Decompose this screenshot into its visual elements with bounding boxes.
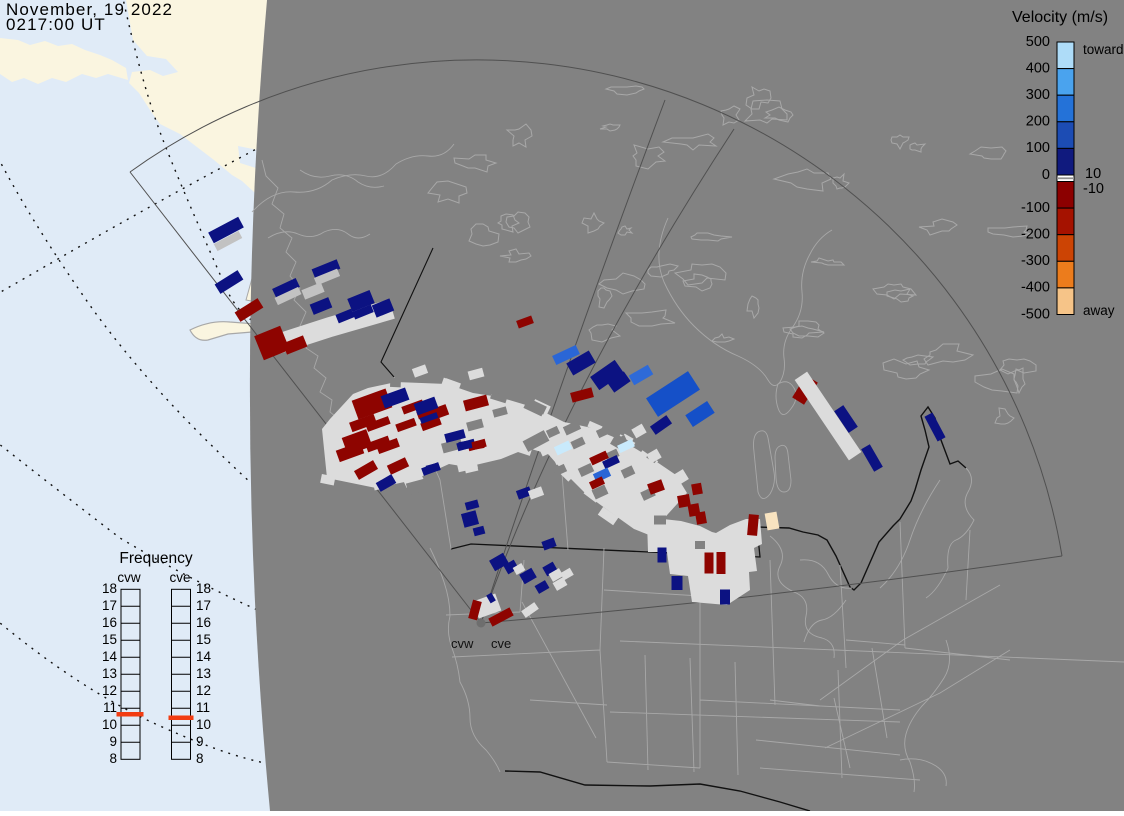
svg-text:0217:00 UT: 0217:00 UT xyxy=(6,15,106,34)
svg-text:10: 10 xyxy=(102,717,117,732)
svg-text:100: 100 xyxy=(1026,140,1050,156)
svg-text:200: 200 xyxy=(1026,114,1050,130)
svg-text:8: 8 xyxy=(196,751,204,766)
svg-text:cve: cve xyxy=(169,570,190,585)
svg-text:toward: toward xyxy=(1083,42,1124,57)
svg-text:17: 17 xyxy=(102,598,117,613)
svg-text:cve: cve xyxy=(491,636,511,651)
svg-text:Velocity (m/s): Velocity (m/s) xyxy=(1012,9,1108,26)
svg-text:15: 15 xyxy=(196,632,211,647)
svg-text:11: 11 xyxy=(103,700,117,715)
svg-text:12: 12 xyxy=(102,683,117,698)
svg-text:10: 10 xyxy=(1085,166,1101,182)
svg-text:16: 16 xyxy=(196,615,211,630)
svg-text:November, 19 2022: November, 19 2022 xyxy=(6,0,173,19)
svg-text:18: 18 xyxy=(102,581,117,596)
svg-text:cvw: cvw xyxy=(451,636,474,651)
svg-text:13: 13 xyxy=(196,666,211,681)
svg-text:cvw: cvw xyxy=(117,570,141,585)
svg-text:14: 14 xyxy=(102,649,118,664)
svg-text:8: 8 xyxy=(109,751,117,766)
svg-text:-400: -400 xyxy=(1021,280,1050,296)
svg-text:10: 10 xyxy=(196,717,211,732)
svg-text:-300: -300 xyxy=(1021,253,1050,269)
svg-text:Frequency: Frequency xyxy=(119,550,192,567)
svg-text:300: 300 xyxy=(1026,87,1050,103)
svg-text:-500: -500 xyxy=(1021,306,1050,322)
svg-text:11: 11 xyxy=(196,700,210,715)
svg-text:15: 15 xyxy=(102,632,117,647)
svg-text:9: 9 xyxy=(109,734,117,749)
svg-text:12: 12 xyxy=(196,683,211,698)
svg-text:away: away xyxy=(1083,303,1115,318)
svg-text:-10: -10 xyxy=(1083,181,1104,197)
svg-text:18: 18 xyxy=(196,581,211,596)
svg-text:16: 16 xyxy=(102,615,117,630)
svg-text:500: 500 xyxy=(1026,34,1050,50)
svg-text:400: 400 xyxy=(1026,60,1050,76)
svg-text:13: 13 xyxy=(102,666,117,681)
svg-text:9: 9 xyxy=(196,734,204,749)
svg-text:0: 0 xyxy=(1042,167,1050,183)
svg-text:-200: -200 xyxy=(1021,227,1050,243)
svg-text:14: 14 xyxy=(196,649,212,664)
svg-text:17: 17 xyxy=(196,598,211,613)
svg-text:-100: -100 xyxy=(1021,200,1050,216)
